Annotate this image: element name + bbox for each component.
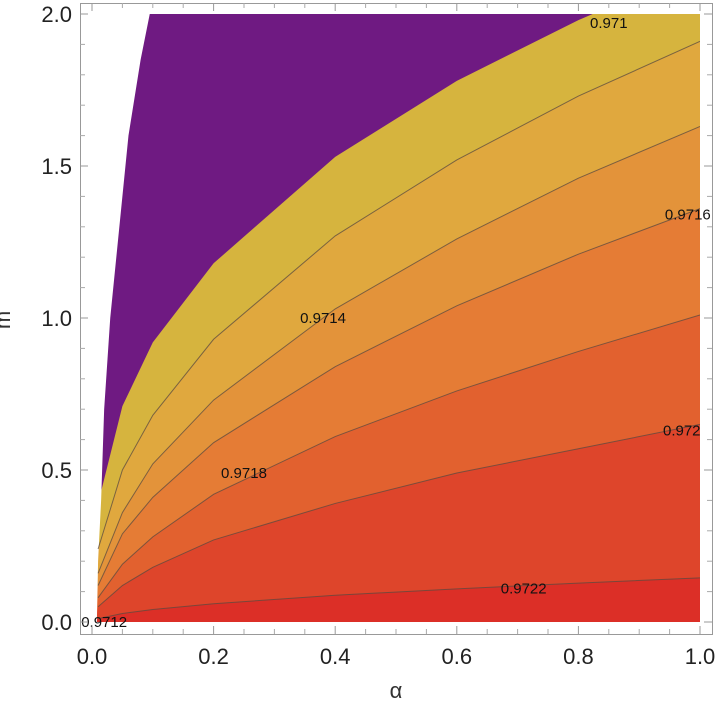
contour-line-0.9712 — [97, 40, 700, 550]
contour-bands — [82, 14, 700, 622]
y-tick-label: 0.5 — [41, 458, 72, 483]
x-tick-label: 0.2 — [198, 644, 229, 669]
y-tick-label: 0.0 — [41, 610, 72, 635]
contour-line-0.9722 — [97, 577, 700, 620]
x-tick-label: 0.6 — [442, 644, 473, 669]
contour-line-0.9718 — [97, 314, 700, 598]
y-tick-label: 1.5 — [41, 154, 72, 179]
x-tick-label: 0.4 — [320, 644, 351, 669]
contour-label: 0.9712 — [81, 614, 127, 631]
y-tick-label: 2.0 — [41, 2, 72, 27]
contour-lines — [97, 40, 700, 620]
x-tick-label: 1.0 — [685, 644, 716, 669]
contour-label: 0.9716 — [665, 207, 711, 224]
contour-label: 0.972 — [663, 422, 701, 439]
axis-ticks: 0.0 0.2 0.4 0.6 0.8 1.0 0.0 0.5 1.0 1.5 2.0 — [41, 2, 715, 669]
x-axis-label: α — [390, 678, 403, 703]
y-tick-label: 1.0 — [41, 306, 72, 331]
contour-label: 0.971 — [590, 15, 628, 32]
x-tick-label: 0.0 — [77, 644, 108, 669]
y-axis-label: m — [0, 311, 15, 329]
contour-label: 0.9714 — [300, 310, 346, 327]
contour-label: 0.9722 — [501, 581, 547, 598]
contour-line-0.972 — [97, 423, 700, 608]
contour-line-0.9716 — [97, 208, 700, 586]
contour-label: 0.9718 — [221, 465, 267, 482]
contour-line-0.9714 — [97, 126, 700, 574]
band-above-0.971 — [95, 14, 593, 622]
x-tick-label: 0.8 — [563, 644, 594, 669]
contour-labels: 0.971 0.9712 0.9714 0.9716 0.9718 0.972 0.9722 — [81, 15, 711, 631]
undefined-region — [82, 14, 150, 622]
